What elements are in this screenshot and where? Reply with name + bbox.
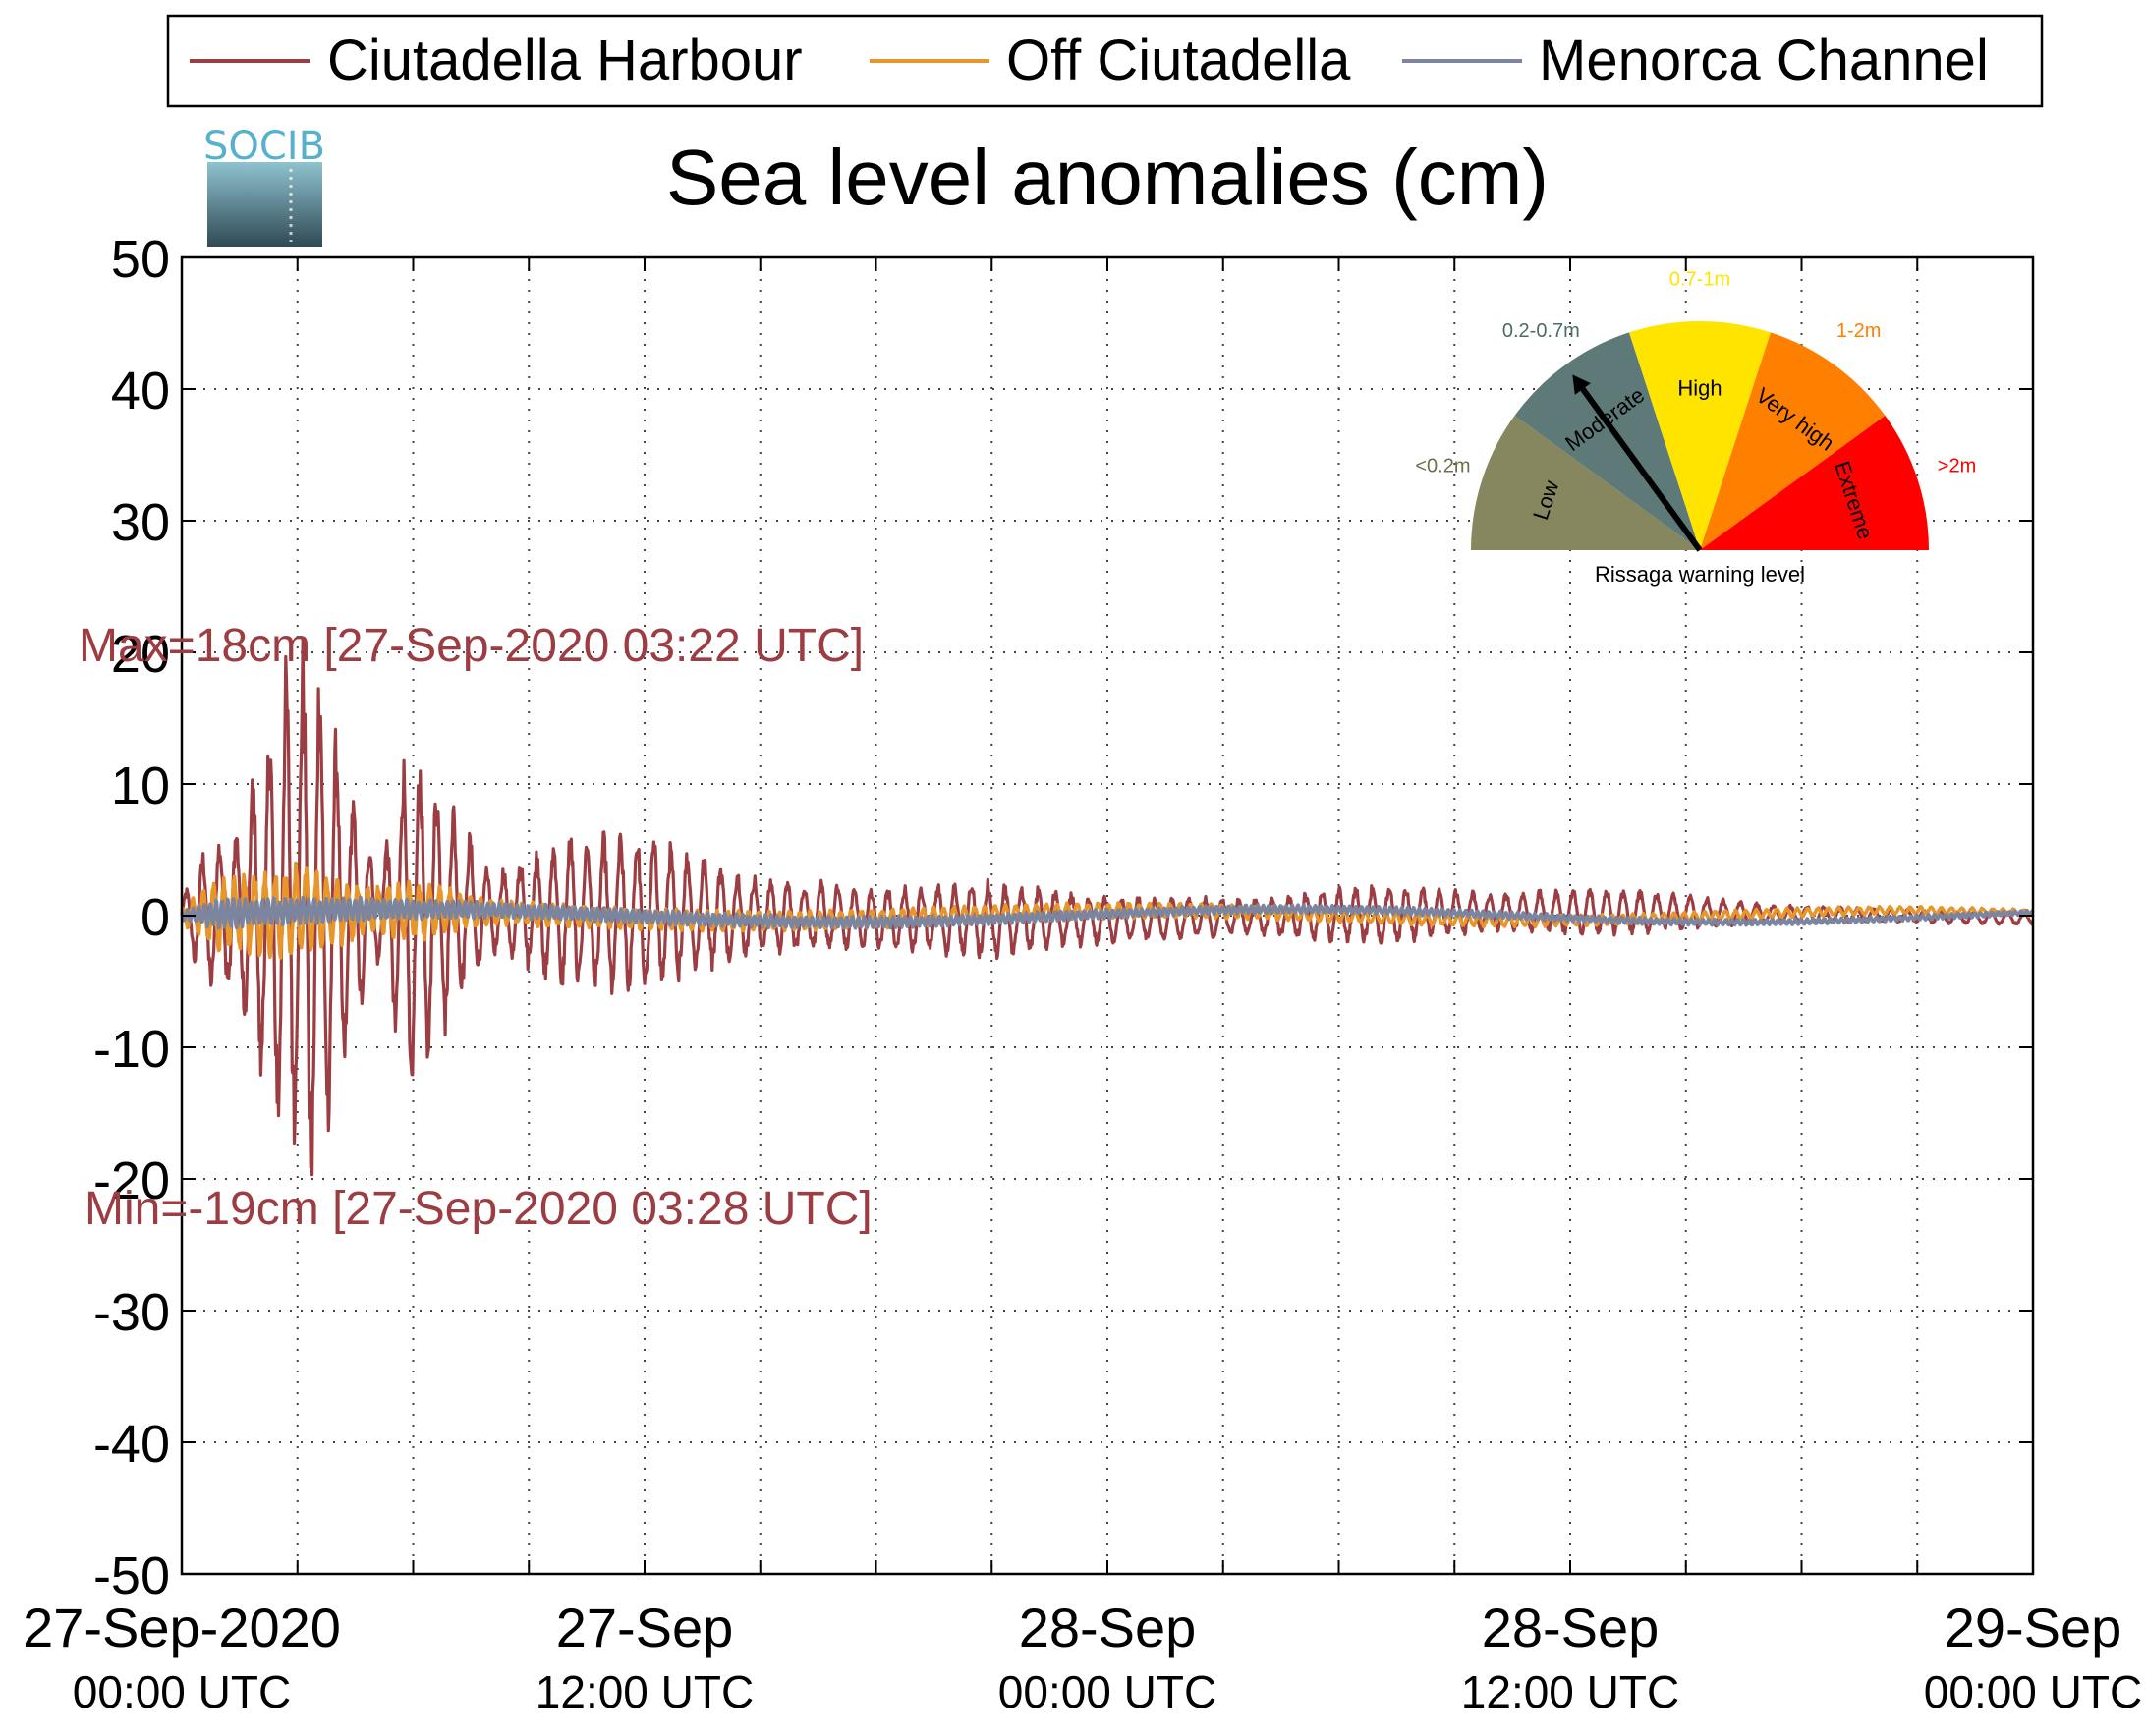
x-tick-label-date: 29-Sep xyxy=(1945,1596,2122,1658)
gauge-range-extreme: >2m xyxy=(1938,455,1976,476)
gauge-sector-low xyxy=(1471,416,1700,550)
x-tick-label-date: 27-Sep-2020 xyxy=(23,1596,341,1658)
legend-box xyxy=(166,14,2044,108)
y-tick-label: 50 xyxy=(111,230,170,289)
gauge-range-very-high: 1-2m xyxy=(1836,320,1882,342)
x-tick-label-time: 12:00 UTC xyxy=(536,1666,754,1717)
gauge-sector-extreme xyxy=(1700,416,1929,550)
series-layer xyxy=(180,636,2035,1177)
min-annotation: Min=-19cm [27-Sep-2020 03:28 UTC] xyxy=(85,1183,873,1235)
x-tick-label-time: 00:00 UTC xyxy=(73,1666,291,1717)
y-tick-label: 20 xyxy=(111,625,170,684)
max-annotation: Max=18cm [27-Sep-2020 03:22 UTC] xyxy=(79,620,864,672)
x-tick-label-date: 27-Sep xyxy=(556,1596,734,1658)
gauge-sector-very-high xyxy=(1700,332,1886,550)
gauge-label-high: High xyxy=(1677,376,1722,401)
legend: Ciutadella Harbour Off Ciutadella Menorc… xyxy=(166,14,2044,108)
y-tick-label: -20 xyxy=(93,1151,170,1210)
x-tick-labels: 27-Sep-2020 00:00 UTC 27-Sep 12:00 UTC 28-Se… xyxy=(23,1596,2142,1717)
y-tick-label: -50 xyxy=(93,1546,170,1605)
x-tick-label-time: 12:00 UTC xyxy=(1461,1666,1679,1717)
axis-ticks xyxy=(181,256,2034,1575)
gauge-sector-high xyxy=(1629,320,1771,550)
x-tick-label-time: 00:00 UTC xyxy=(998,1666,1216,1717)
y-tick-label: 0 xyxy=(141,888,170,947)
gauge-needle xyxy=(1580,387,1703,552)
y-tick-label: 10 xyxy=(111,756,170,815)
gauge-sector-moderate xyxy=(1514,332,1700,550)
gauge-range-high: 0.7-1m xyxy=(1669,268,1730,290)
legend-label-off-ciutadella: Off Ciutadella xyxy=(1006,28,1351,92)
logo-mark xyxy=(207,162,322,247)
plot-area: 50 40 30 20 10 0 -10 -20 -30 -40 -50 27-Sep-2020 00… xyxy=(23,230,2142,1717)
x-tick-label-time: 00:00 UTC xyxy=(1924,1666,2142,1717)
y-tick-label: 30 xyxy=(111,493,170,552)
y-tick-label: -30 xyxy=(93,1283,170,1342)
gauge-title: Rissaga warning level xyxy=(1595,562,1805,587)
y-tick-label: -10 xyxy=(93,1020,170,1079)
legend-label-ciutadella-harbour: Ciutadella Harbour xyxy=(327,28,803,92)
gauge-range-moderate: 0.2-0.7m xyxy=(1502,320,1580,342)
chart-title: Sea level anomalies (cm) xyxy=(666,134,1549,221)
series-line-menorca-channel xyxy=(180,895,2035,930)
x-tick-label-date: 28-Sep xyxy=(1482,1596,1660,1658)
x-tick-label-date: 28-Sep xyxy=(1019,1596,1197,1658)
y-tick-label: -40 xyxy=(93,1415,170,1474)
y-tick-labels: 50 40 30 20 10 0 -10 -20 -30 -40 -50 xyxy=(93,230,170,1605)
gauge-range-low: <0.2m xyxy=(1415,455,1470,476)
logo-text: SOCIB xyxy=(203,124,325,169)
legend-label-menorca-channel: Menorca Channel xyxy=(1539,28,1989,92)
y-tick-label: 40 xyxy=(111,362,170,420)
gauge-needle-head xyxy=(1572,374,1591,395)
socib-logo: SOCIB xyxy=(203,124,325,247)
